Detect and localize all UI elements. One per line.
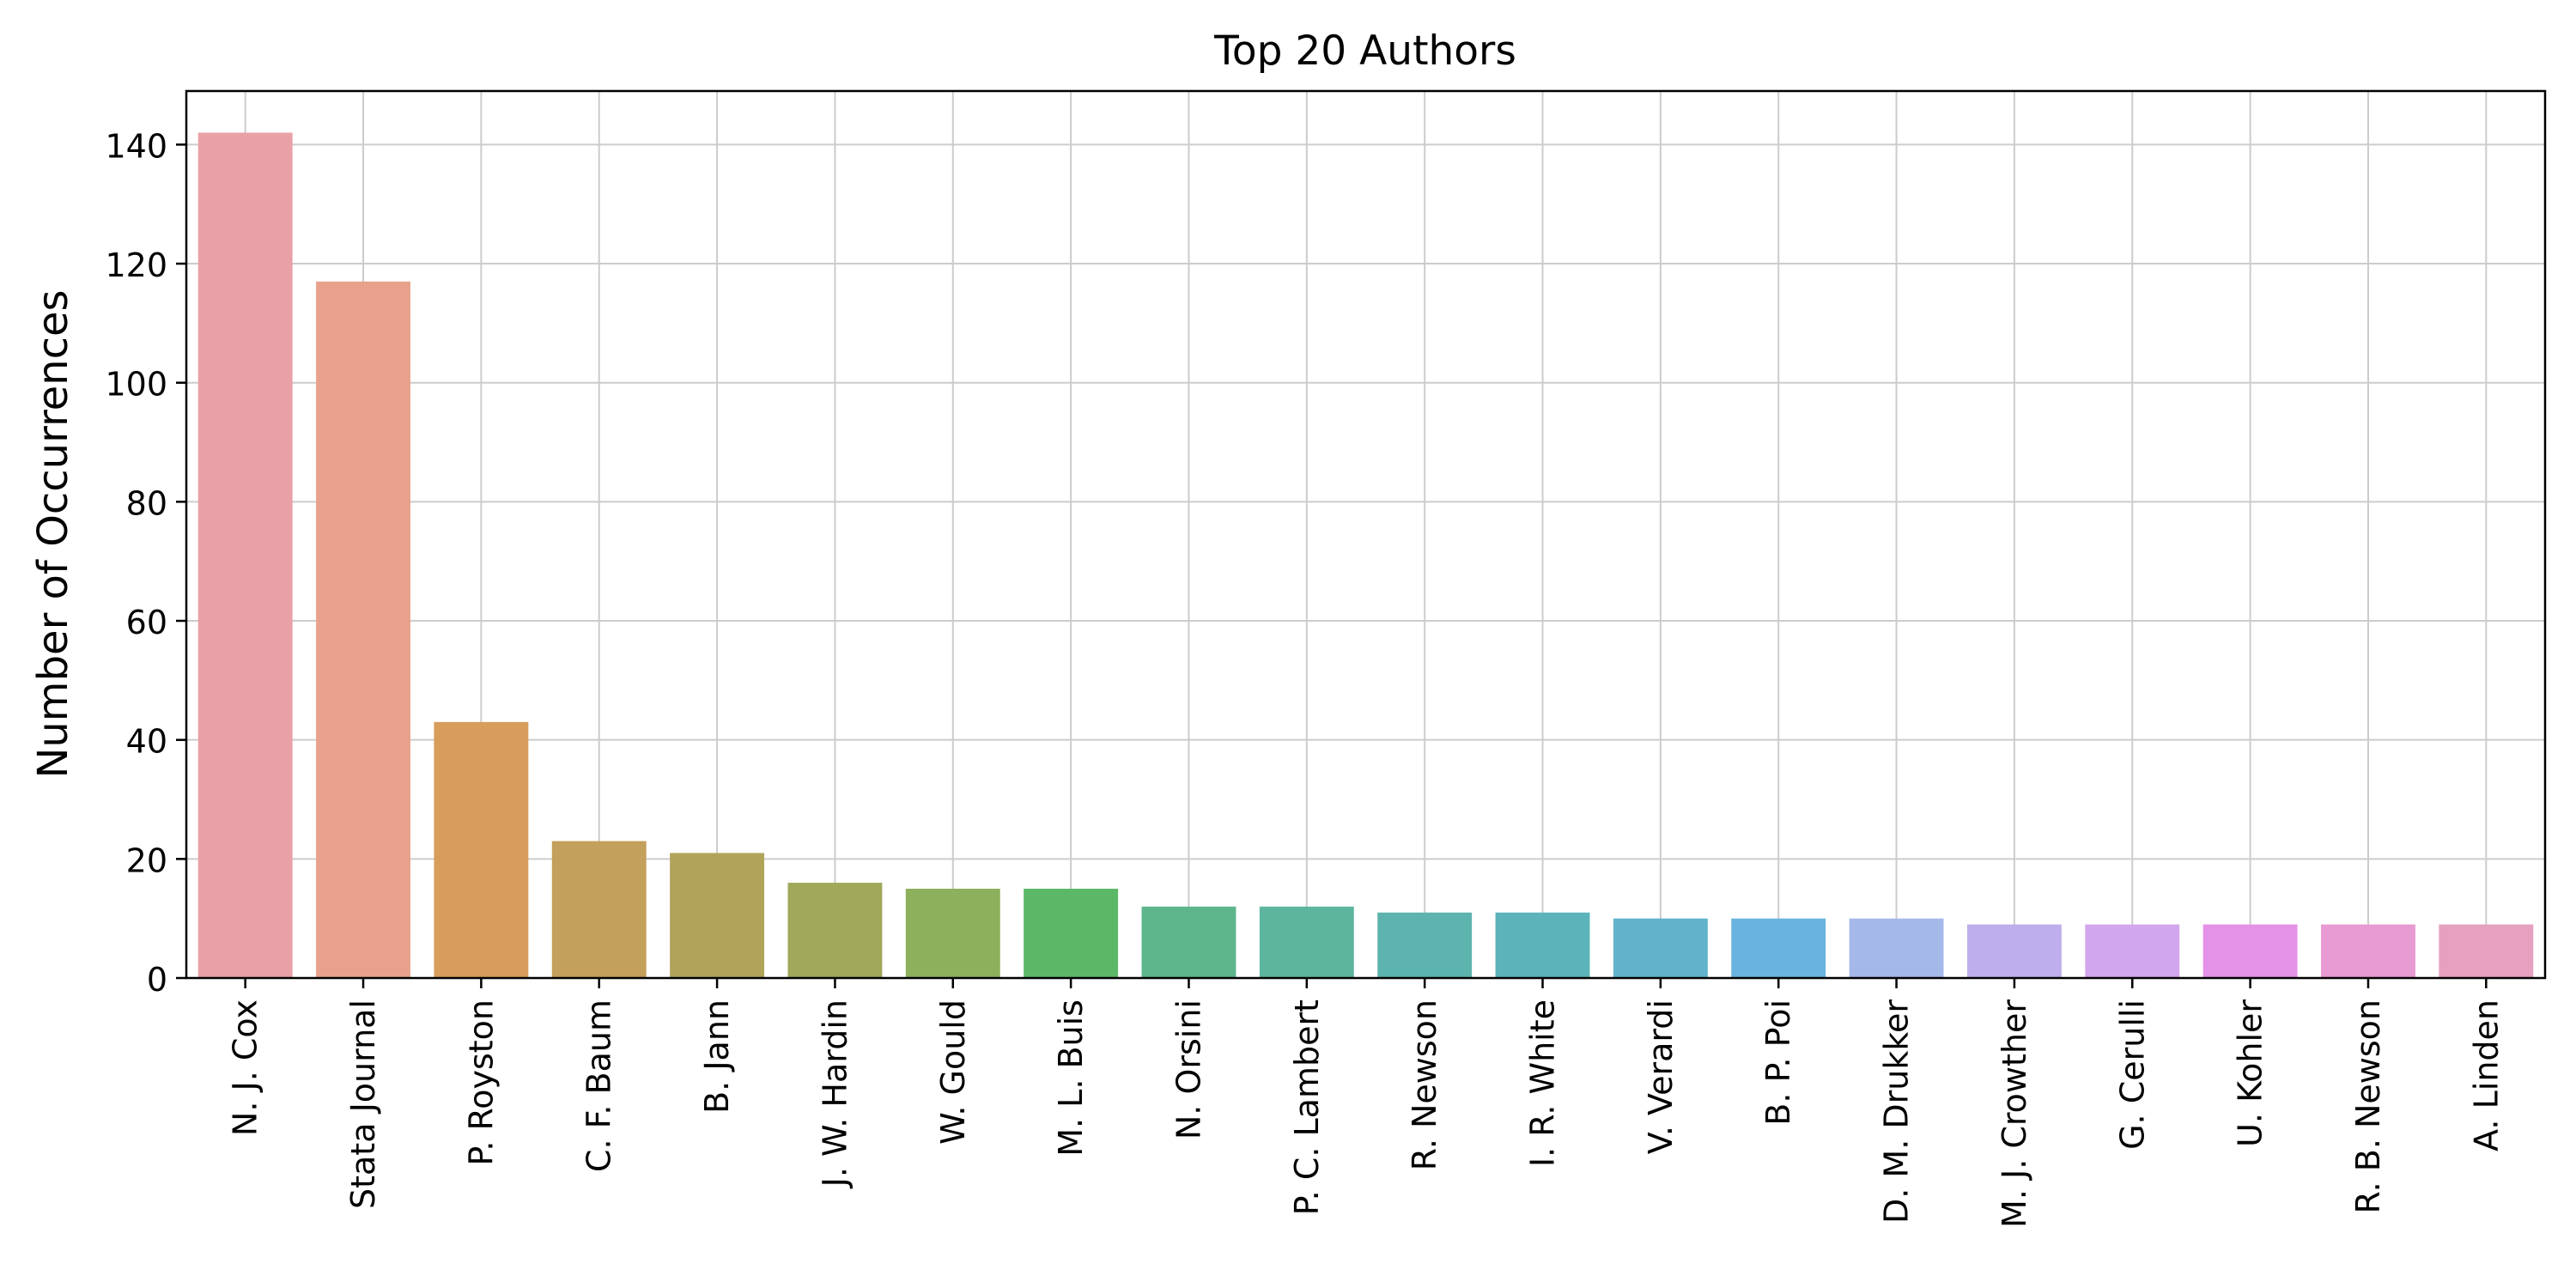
- y-tick-label: 140: [105, 127, 167, 165]
- bar: [1259, 906, 1354, 978]
- x-tick-label: A. Linden: [2467, 999, 2505, 1151]
- x-tick-label: I. R. White: [1524, 999, 1562, 1167]
- x-tick-label: N. J. Cox: [227, 999, 264, 1136]
- y-tick-label: 80: [126, 484, 167, 522]
- bars: [197, 132, 2534, 978]
- bar: [1613, 918, 1708, 978]
- x-tick-label: W. Gould: [934, 999, 972, 1145]
- x-tick-label: J. W. Hardin: [816, 999, 854, 1188]
- x-tick-label: P. Royston: [462, 999, 500, 1166]
- x-tick-label: P. C. Lambert: [1288, 999, 1326, 1215]
- bar: [787, 883, 883, 978]
- y-axis-label: Number of Occurrences: [29, 289, 77, 778]
- x-tick-label: U. Kohler: [2232, 999, 2269, 1147]
- y-tick-label: 40: [126, 723, 167, 761]
- bar: [434, 721, 529, 978]
- y-tick-label: 0: [147, 961, 167, 999]
- bar: [2085, 924, 2180, 978]
- plot-frame: [185, 89, 2547, 980]
- bar: [1731, 918, 1826, 978]
- x-tick-label: R. Newson: [1406, 999, 1443, 1170]
- x-tick-label: G. Cerulli: [2113, 999, 2151, 1150]
- x-axis-ticks: N. J. Cox Stata Journal P. Royston C. F. Ba…: [227, 978, 2505, 1228]
- y-tick-label: 60: [126, 604, 167, 641]
- bar: [1849, 918, 1944, 978]
- x-tick-label: N. Orsini: [1170, 999, 1207, 1139]
- x-tick-label: D. M. Drukker: [1878, 999, 1916, 1224]
- bar: [2202, 924, 2298, 978]
- y-tick-label: 20: [126, 841, 167, 879]
- x-tick-label: V. Verardi: [1642, 999, 1680, 1154]
- x-tick-label: M. J. Crowther: [1996, 999, 2033, 1228]
- bar: [1377, 912, 1473, 978]
- bar: [1966, 924, 2062, 978]
- bar: [551, 841, 647, 978]
- x-tick-label: R. B. Newson: [2349, 999, 2387, 1213]
- bar: [1024, 889, 1119, 978]
- x-tick-label: Stata Journal: [344, 999, 382, 1209]
- chart-title: Top 20 Authors: [1213, 27, 1516, 75]
- bar: [2321, 924, 2415, 978]
- y-tick-label: 100: [105, 366, 167, 404]
- bar: [316, 281, 410, 978]
- bar: [670, 853, 765, 978]
- bar: [905, 889, 1000, 978]
- x-tick-label: M. L. Buis: [1052, 999, 1090, 1157]
- bar: [1141, 906, 1236, 978]
- y-axis-ticks: 0 20 40 60 80 100 120 140: [105, 127, 186, 999]
- x-tick-label: C. F. Baum: [580, 999, 618, 1172]
- y-tick-label: 120: [105, 246, 167, 284]
- x-tick-label: B. Jann: [698, 999, 736, 1114]
- bar: [197, 132, 293, 978]
- bar: [1495, 912, 1590, 978]
- x-tick-label: B. P. Poi: [1759, 999, 1797, 1126]
- bar: [2439, 924, 2534, 978]
